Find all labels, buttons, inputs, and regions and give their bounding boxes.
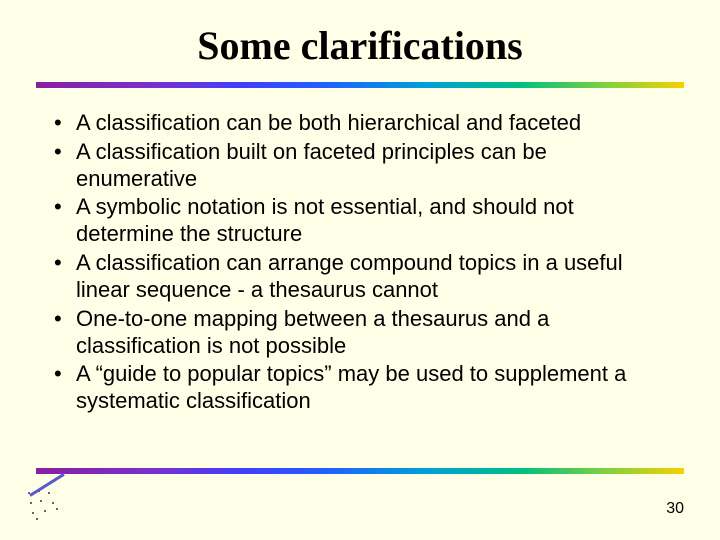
bullet-item: One-to-one mapping between a thesaurus a… <box>48 306 662 360</box>
bullet-content: A classification can be both hierarchica… <box>48 110 662 417</box>
bullet-item: A classification built on faceted princi… <box>48 139 662 193</box>
gradient-divider-top <box>36 82 684 88</box>
bullet-item: A symbolic notation is not essential, an… <box>48 194 662 248</box>
bullet-item: A “guide to popular topics” may be used … <box>48 361 662 415</box>
bullet-item: A classification can arrange compound to… <box>48 250 662 304</box>
slide-title: Some clarifications <box>0 22 720 69</box>
slide: Some clarifications A classification can… <box>0 0 720 540</box>
gradient-divider-bottom <box>36 468 684 474</box>
bullet-list: A classification can be both hierarchica… <box>48 110 662 415</box>
page-number: 30 <box>666 500 684 518</box>
corner-logo-icon <box>26 488 70 522</box>
bullet-item: A classification can be both hierarchica… <box>48 110 662 137</box>
